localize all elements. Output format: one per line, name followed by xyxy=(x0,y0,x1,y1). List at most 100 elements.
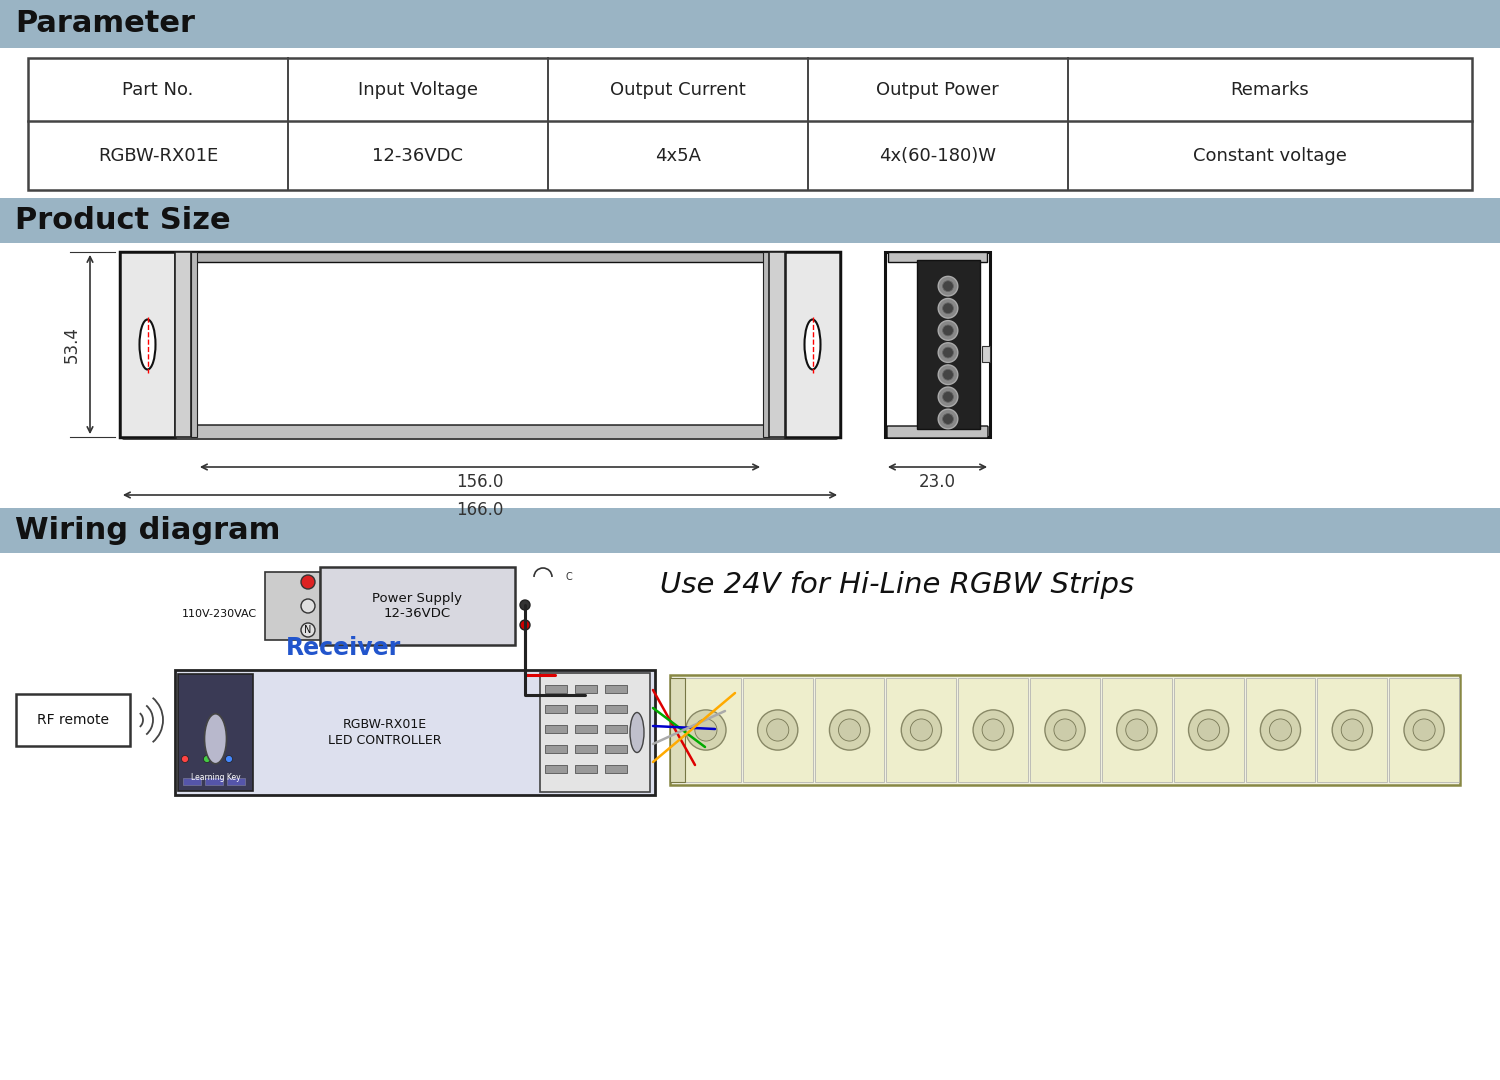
Circle shape xyxy=(520,620,530,630)
Bar xyxy=(0,0,1500,48)
Bar xyxy=(190,252,196,437)
Text: Output Current: Output Current xyxy=(610,81,746,98)
Circle shape xyxy=(1341,719,1364,741)
Circle shape xyxy=(694,719,717,741)
Text: Learning Key: Learning Key xyxy=(190,773,240,782)
Bar xyxy=(574,765,597,773)
Bar xyxy=(183,778,201,785)
Circle shape xyxy=(942,369,954,380)
Circle shape xyxy=(974,710,1014,751)
Bar xyxy=(958,678,1028,782)
Ellipse shape xyxy=(804,320,820,369)
Bar xyxy=(1030,678,1100,782)
Bar xyxy=(226,778,244,785)
Circle shape xyxy=(942,347,954,357)
Circle shape xyxy=(938,342,958,363)
Circle shape xyxy=(182,756,189,762)
Text: Constant voltage: Constant voltage xyxy=(1192,147,1347,164)
Text: Part No.: Part No. xyxy=(123,81,194,98)
Bar xyxy=(604,705,627,713)
Circle shape xyxy=(830,710,870,751)
Bar xyxy=(770,252,784,437)
Bar xyxy=(982,346,990,362)
Text: Input Voltage: Input Voltage xyxy=(358,81,478,98)
Bar xyxy=(544,725,567,733)
Circle shape xyxy=(302,575,315,589)
Text: RGBW-RX01E
LED CONTROLLER: RGBW-RX01E LED CONTROLLER xyxy=(328,718,441,746)
Bar xyxy=(206,778,224,785)
Bar xyxy=(0,508,1500,553)
Bar xyxy=(574,685,597,693)
Circle shape xyxy=(1260,710,1300,751)
Text: Output Power: Output Power xyxy=(876,81,999,98)
FancyBboxPatch shape xyxy=(122,426,838,438)
Text: Wiring diagram: Wiring diagram xyxy=(15,516,280,545)
Text: Receiver: Receiver xyxy=(285,636,400,660)
Bar xyxy=(604,725,627,733)
Bar xyxy=(544,685,567,693)
Text: Product Size: Product Size xyxy=(15,206,231,235)
Bar xyxy=(178,674,254,791)
Circle shape xyxy=(1413,719,1436,741)
Text: 53.4: 53.4 xyxy=(63,326,81,363)
Bar xyxy=(124,427,836,437)
Bar xyxy=(574,745,597,753)
Circle shape xyxy=(686,710,726,751)
Circle shape xyxy=(982,719,1004,741)
Bar xyxy=(604,745,627,753)
Circle shape xyxy=(938,321,958,340)
Bar xyxy=(124,252,836,262)
Circle shape xyxy=(302,599,315,613)
Circle shape xyxy=(942,302,954,313)
Text: Power Supply
12-36VDC: Power Supply 12-36VDC xyxy=(372,592,462,620)
Circle shape xyxy=(1332,710,1372,751)
Circle shape xyxy=(225,756,232,762)
Bar xyxy=(120,252,840,437)
Text: 23.0: 23.0 xyxy=(920,473,956,491)
Bar xyxy=(1245,678,1316,782)
Bar xyxy=(320,567,514,645)
Bar xyxy=(176,670,656,795)
Circle shape xyxy=(766,719,789,741)
Bar xyxy=(670,678,741,782)
Circle shape xyxy=(1126,719,1148,741)
Bar xyxy=(604,685,627,693)
Bar xyxy=(1173,678,1244,782)
Circle shape xyxy=(758,710,798,751)
Text: RF remote: RF remote xyxy=(38,713,109,727)
Text: 4x(60-180)W: 4x(60-180)W xyxy=(879,147,996,164)
Bar xyxy=(266,572,320,640)
Circle shape xyxy=(938,387,958,407)
Bar xyxy=(544,745,567,753)
Bar xyxy=(0,198,1500,243)
Circle shape xyxy=(1404,710,1444,751)
Bar xyxy=(815,678,885,782)
Bar xyxy=(544,765,567,773)
Bar xyxy=(540,673,650,792)
Circle shape xyxy=(302,623,315,637)
Ellipse shape xyxy=(140,320,156,369)
Text: Use 24V for Hi-Line RGBW Strips: Use 24V for Hi-Line RGBW Strips xyxy=(660,571,1134,599)
Circle shape xyxy=(1046,710,1084,751)
Text: Remarks: Remarks xyxy=(1230,81,1310,98)
Bar xyxy=(1102,678,1172,782)
Circle shape xyxy=(938,298,958,319)
Circle shape xyxy=(1197,719,1219,741)
Circle shape xyxy=(1188,710,1228,751)
Circle shape xyxy=(839,719,861,741)
Circle shape xyxy=(204,756,210,762)
FancyBboxPatch shape xyxy=(16,694,130,746)
Bar xyxy=(916,260,980,429)
Circle shape xyxy=(938,365,958,384)
Bar xyxy=(784,252,840,437)
FancyBboxPatch shape xyxy=(886,426,989,438)
Bar xyxy=(885,252,990,437)
Ellipse shape xyxy=(630,713,644,753)
Bar xyxy=(886,678,957,782)
Circle shape xyxy=(1269,719,1292,741)
Circle shape xyxy=(942,325,954,336)
Text: 156.0: 156.0 xyxy=(456,473,504,491)
Circle shape xyxy=(942,281,954,292)
Circle shape xyxy=(938,276,958,296)
Bar xyxy=(574,725,597,733)
